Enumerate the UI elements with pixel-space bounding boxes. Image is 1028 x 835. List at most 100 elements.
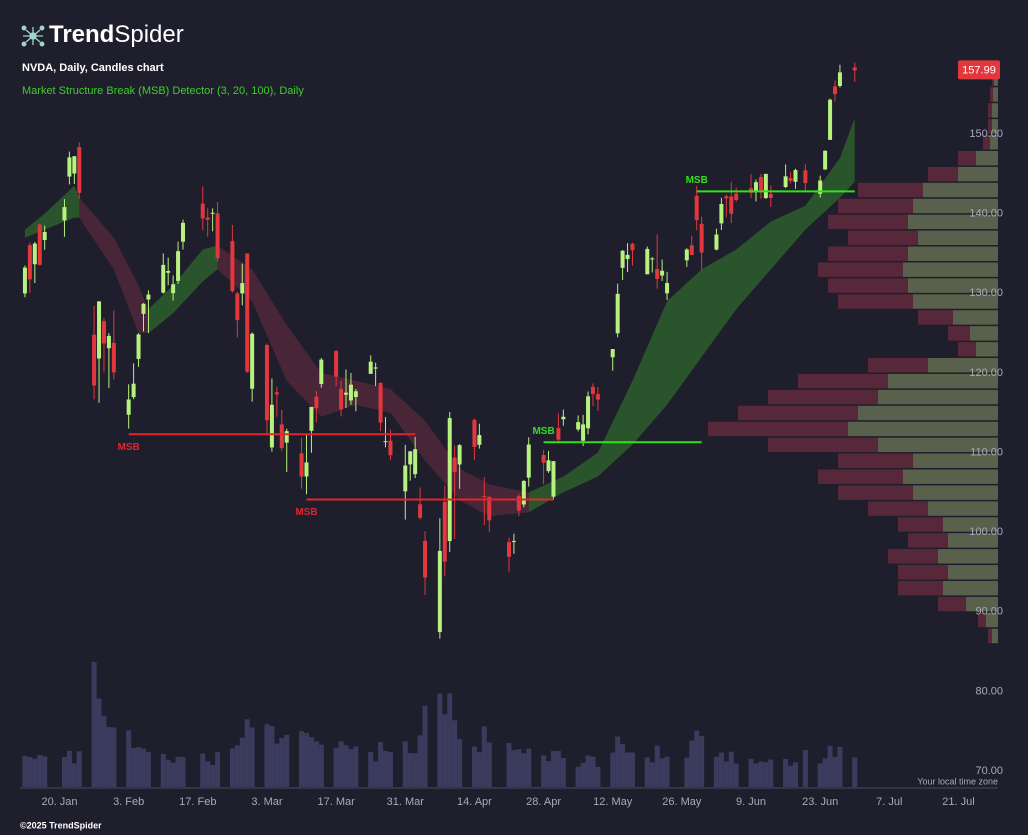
y-tick-label: 80.00 <box>975 685 1003 697</box>
profile-down <box>838 453 913 468</box>
profile-down <box>828 278 908 293</box>
profile-up <box>992 119 998 134</box>
volume-bar <box>264 724 270 787</box>
x-tick-label: 31. Mar <box>387 796 425 808</box>
candle-body <box>734 193 739 200</box>
candle-body <box>334 351 339 377</box>
profile-up <box>943 517 998 532</box>
volume-bar <box>66 750 72 787</box>
volume-bar <box>61 756 67 787</box>
volume-bar <box>516 749 522 787</box>
timezone-note: Your local time zone <box>917 776 998 786</box>
volume-bar <box>387 752 393 787</box>
volume-bar <box>763 762 769 787</box>
logo-bold: Trend <box>49 21 114 48</box>
profile-up <box>908 214 998 230</box>
candle-body <box>803 170 808 184</box>
volume-bar <box>417 735 423 787</box>
profile-up <box>958 166 998 182</box>
candle-body <box>699 223 704 253</box>
volume-bar <box>629 752 635 787</box>
profile-up <box>918 230 998 246</box>
profile-up <box>976 342 998 357</box>
candle-body <box>37 224 42 265</box>
volume-bar <box>476 752 482 787</box>
profile-down <box>988 103 992 118</box>
volume-bar <box>822 758 828 787</box>
volume-bar <box>550 751 556 787</box>
candle-body <box>541 455 546 463</box>
volume-bar <box>422 705 428 787</box>
candle-body <box>625 254 630 260</box>
candle-body <box>210 212 215 214</box>
volume-bar <box>684 757 690 787</box>
volume-bar <box>239 737 245 787</box>
profile-up <box>970 326 998 341</box>
logo-text: TrendSpider <box>49 21 184 48</box>
volume-bar <box>783 759 789 787</box>
candle-body <box>694 195 699 221</box>
volume-bar <box>471 746 477 787</box>
profile-up <box>913 294 998 309</box>
profile-up <box>913 453 998 468</box>
candle-body <box>546 460 551 472</box>
volume-bar <box>318 744 324 787</box>
candle-body <box>408 451 413 465</box>
y-tick-label: 110.00 <box>970 446 1003 458</box>
profile-down <box>898 517 943 532</box>
volume-bar <box>817 763 823 787</box>
volume-bar <box>234 745 240 787</box>
y-tick-label: 130.00 <box>969 287 1003 299</box>
candle-body <box>161 264 166 293</box>
candle-body <box>353 391 358 397</box>
volume-bar <box>91 662 97 787</box>
volume-bar <box>733 763 739 787</box>
profile-down <box>928 166 958 182</box>
profile-up <box>966 596 998 612</box>
profile-down <box>898 580 943 596</box>
logo-light: Spider <box>114 21 183 48</box>
x-tick-label: 9. Jun <box>736 796 766 808</box>
candle-body <box>171 284 176 294</box>
profile-down <box>818 262 903 277</box>
volume-bar <box>22 755 28 787</box>
volume-bar <box>699 736 705 787</box>
volume-bar <box>575 766 581 787</box>
profile-down <box>978 612 986 628</box>
x-tick-label: 23. Jun <box>802 796 838 808</box>
volume-bar <box>308 737 314 787</box>
candle-body <box>264 344 269 421</box>
volume-bar <box>126 730 132 787</box>
volume-bar <box>447 693 453 787</box>
candle-body <box>403 465 408 492</box>
volume-bar <box>649 762 655 787</box>
candle-body <box>482 495 487 497</box>
chart-title: NVDA, Daily, Candles chart <box>22 62 164 74</box>
candle-body <box>314 396 319 409</box>
volume-bar <box>284 734 290 787</box>
profile-up <box>948 565 998 580</box>
x-tick-label: 21. Jul <box>942 796 974 808</box>
candle-body <box>141 303 146 314</box>
volume-bar <box>205 761 211 787</box>
profile-down <box>918 310 953 325</box>
candle-body <box>724 196 729 199</box>
volume-bar <box>802 750 808 787</box>
volume-bar <box>402 741 408 787</box>
copyright: ©2025 TrendSpider <box>20 820 102 830</box>
candle-body <box>758 176 763 192</box>
volume-bar <box>412 753 418 787</box>
volume-bar <box>274 743 280 787</box>
volume-bar <box>111 727 117 787</box>
candle-body <box>176 251 181 281</box>
profile-up <box>928 501 998 516</box>
candle-body <box>783 176 788 188</box>
candle-body <box>551 461 556 497</box>
volume-bar <box>768 759 774 787</box>
profile-up <box>986 612 998 628</box>
candle-body <box>77 147 82 193</box>
profile-down <box>948 326 970 341</box>
profile-down <box>848 230 918 246</box>
volume-bar <box>76 751 82 787</box>
candle-body <box>714 234 719 250</box>
